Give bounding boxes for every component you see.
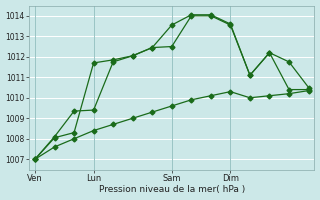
X-axis label: Pression niveau de la mer( hPa ): Pression niveau de la mer( hPa ): [99, 185, 245, 194]
